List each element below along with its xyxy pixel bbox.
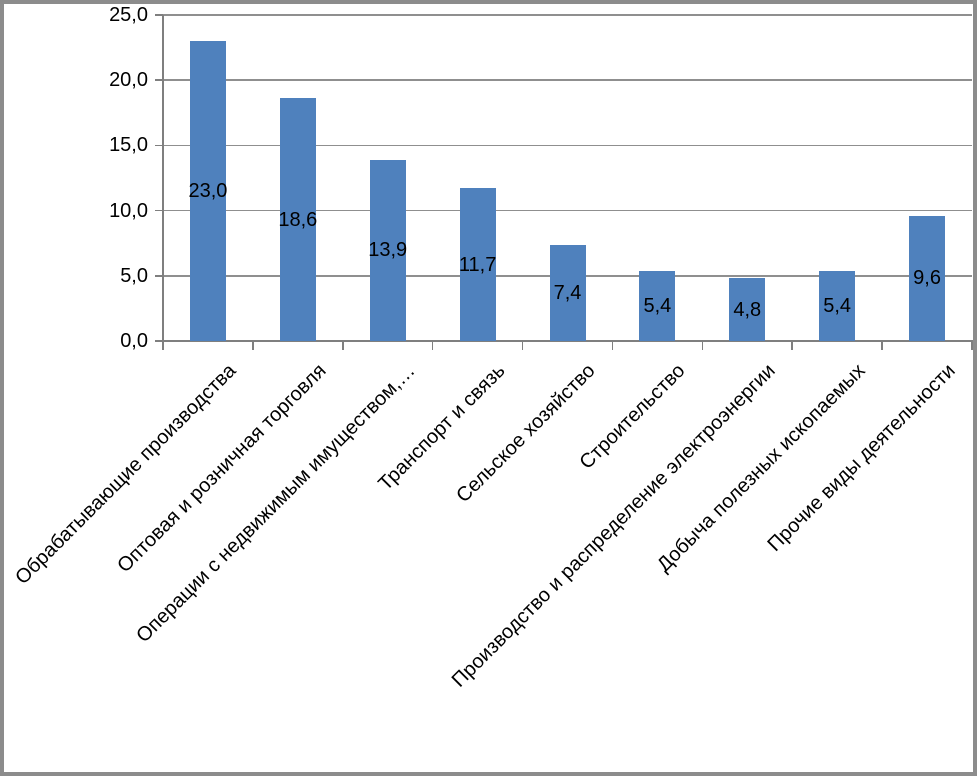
y-axis-tick-label: 20,0 [109, 69, 148, 92]
y-axis-tick-label: 10,0 [109, 199, 148, 222]
x-axis-tick [791, 342, 793, 350]
x-axis-tick [431, 342, 434, 350]
y-axis-tick-label: 15,0 [109, 134, 148, 157]
y-axis-tick [155, 209, 163, 212]
x-axis-tick [162, 342, 164, 350]
y-axis-tick [155, 79, 163, 81]
bar-value-label: 7,4 [553, 281, 582, 304]
x-axis-line [163, 340, 973, 342]
bar-value-label: 13,9 [368, 239, 408, 262]
gridline [163, 209, 972, 212]
x-axis-tick [342, 342, 344, 350]
bar [549, 244, 586, 341]
x-axis-tick [611, 342, 614, 350]
bar-value-label: 5,4 [823, 294, 852, 317]
bar [279, 98, 316, 341]
gridline [163, 14, 972, 16]
bar-value-label: 11,7 [458, 253, 497, 276]
gridline [163, 144, 972, 147]
category-label: Прочие виды деятельности [763, 359, 960, 556]
bar-value-label: 18,6 [278, 208, 318, 231]
x-axis-tick [252, 342, 254, 350]
gridline [163, 79, 972, 81]
y-axis-tick-label: 0,0 [120, 330, 148, 352]
y-axis-tick-label: 25,0 [109, 4, 148, 26]
bar [189, 41, 226, 341]
y-axis-line [162, 15, 164, 341]
bar-value-label: 23,0 [188, 180, 228, 203]
bar [369, 159, 406, 341]
y-axis-tick [155, 144, 163, 147]
bar-value-label: 5,4 [643, 294, 672, 317]
y-axis-tick [155, 14, 163, 16]
x-axis-tick [701, 342, 704, 350]
bar [819, 270, 856, 341]
bar [729, 278, 766, 341]
bar [459, 188, 496, 341]
x-axis-tick [881, 342, 883, 350]
y-axis-tick [155, 340, 163, 342]
bar-value-label: 4,8 [733, 298, 762, 321]
x-axis-tick [971, 342, 973, 350]
category-label: Производство и распределение электроэнер… [447, 359, 780, 692]
x-axis-tick [521, 342, 524, 350]
bar [639, 270, 676, 341]
y-axis-tick-label: 5,0 [120, 264, 148, 287]
y-axis-tick [155, 275, 163, 277]
bar [909, 215, 946, 341]
bar-value-label: 9,6 [913, 267, 941, 290]
